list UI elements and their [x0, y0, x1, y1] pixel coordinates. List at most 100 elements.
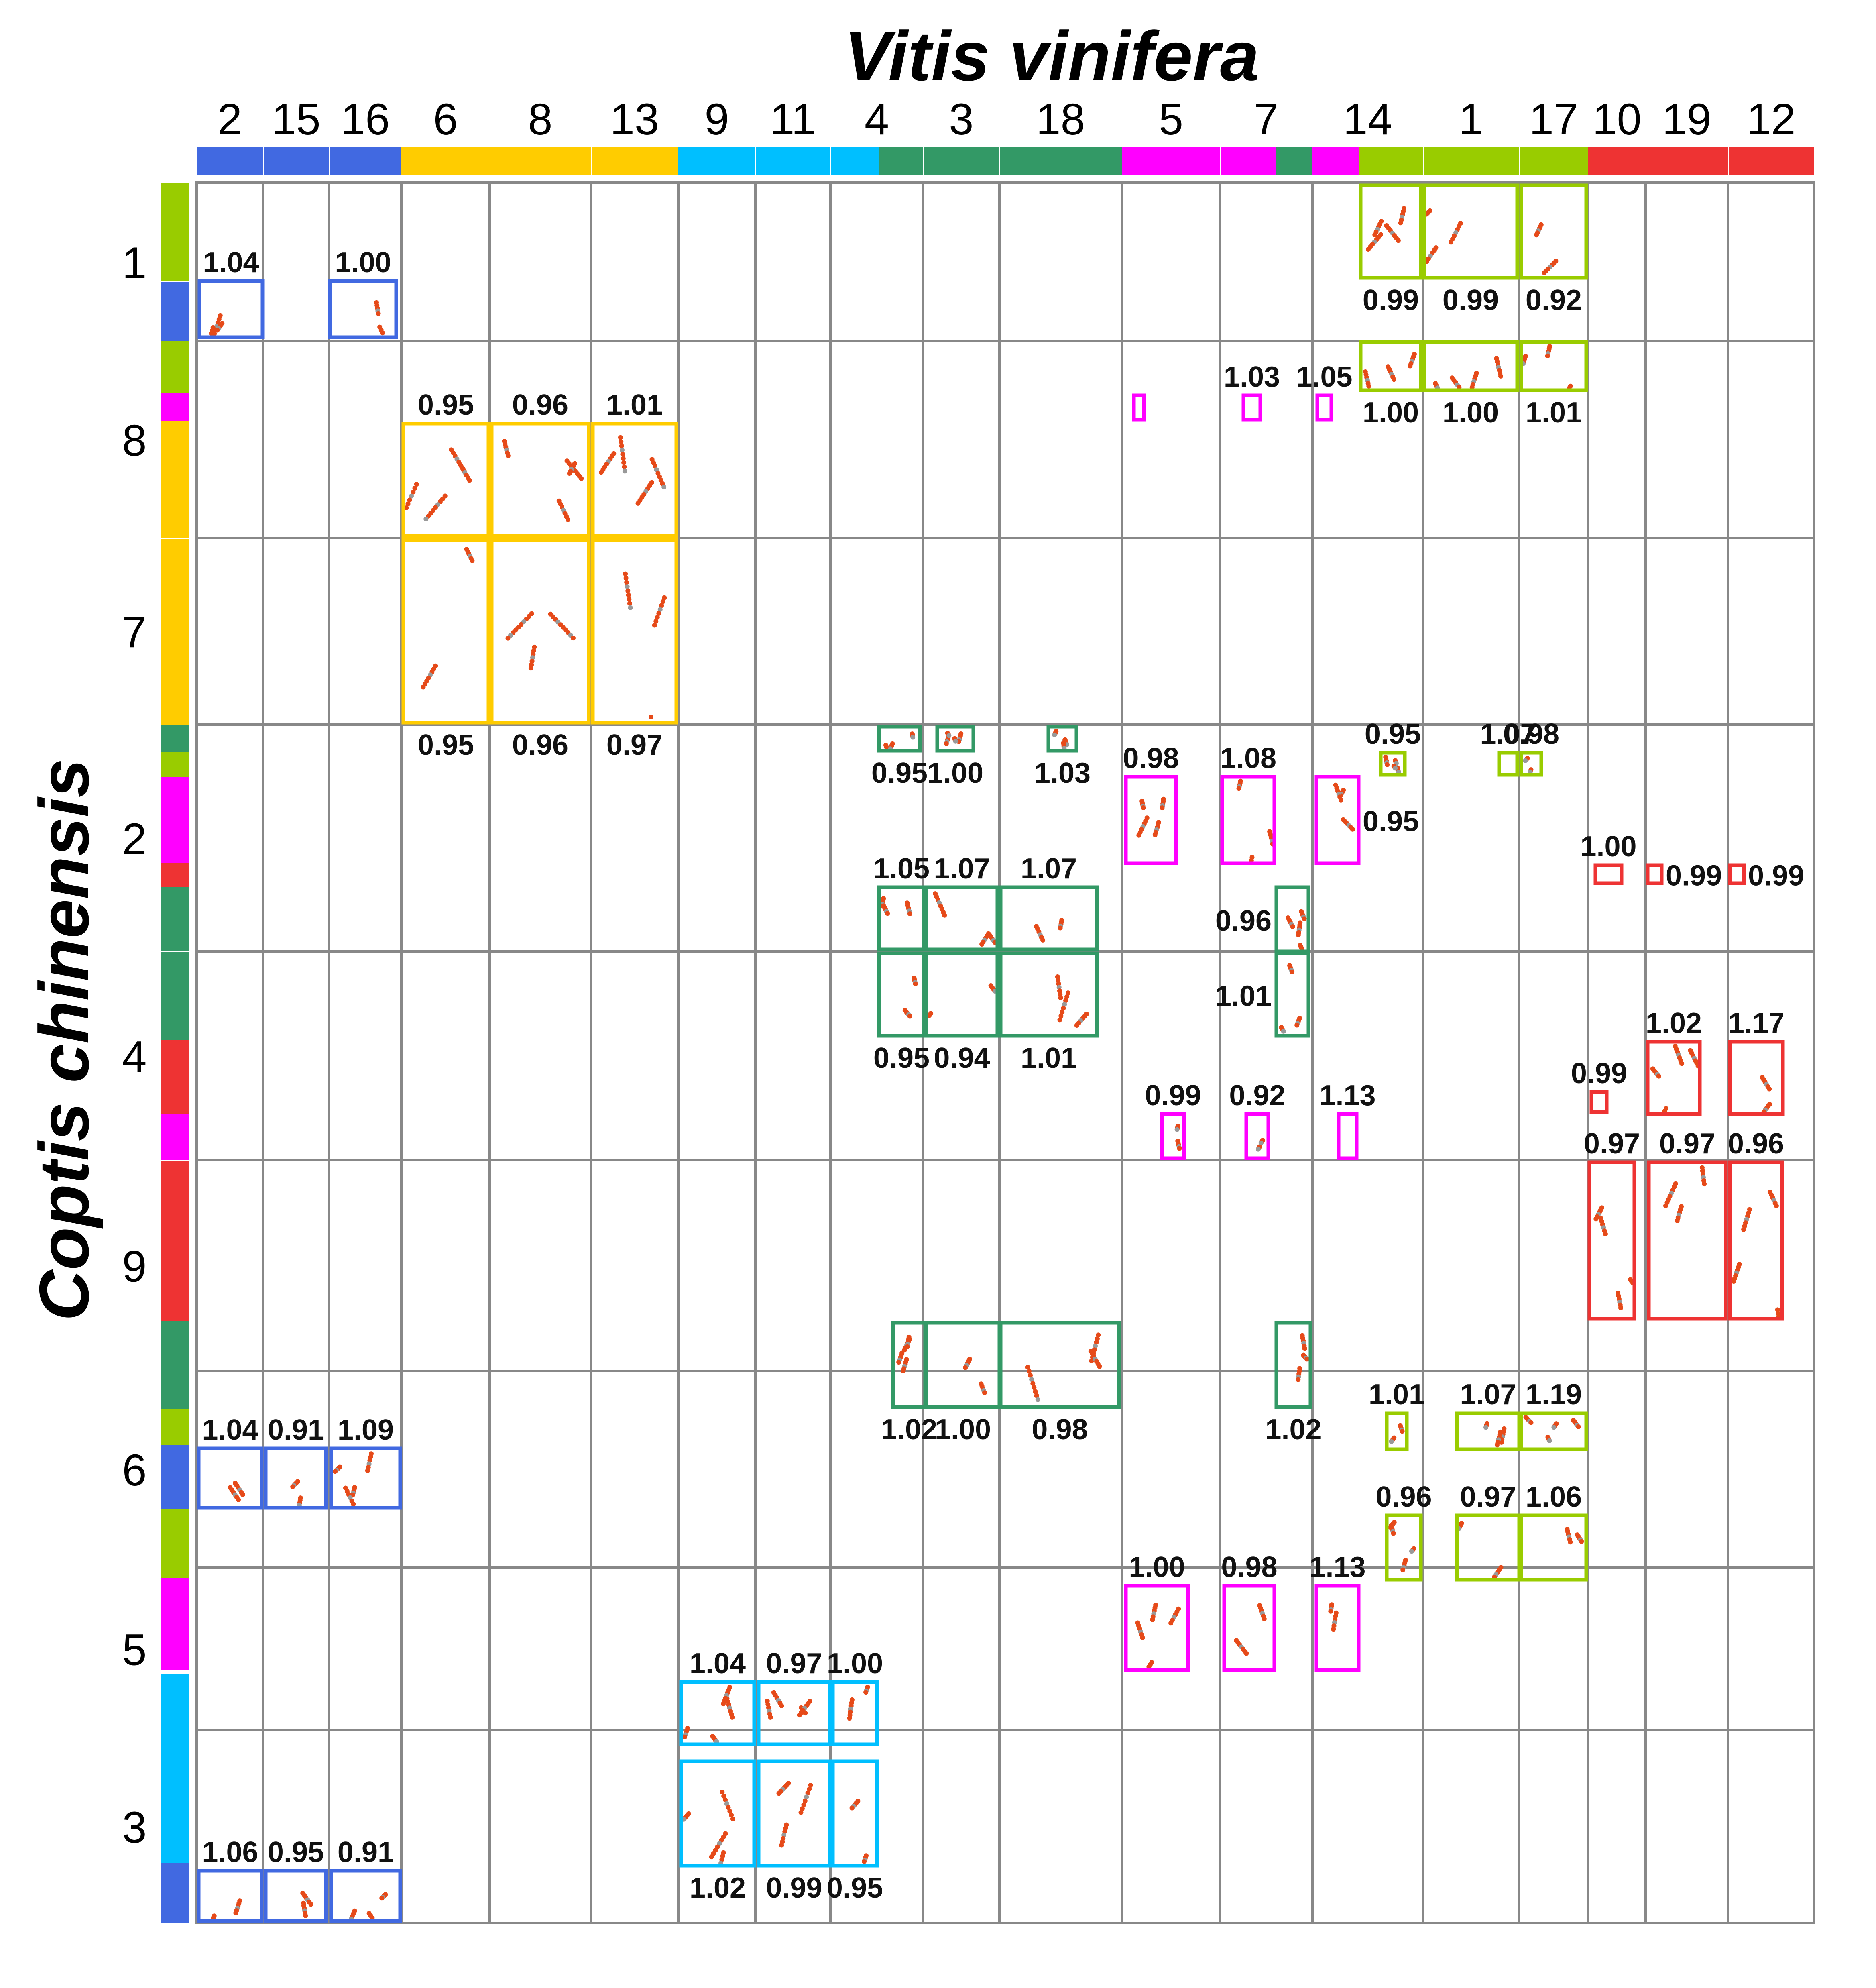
syntenic-box-7-2 [1274, 885, 1310, 953]
y-chromosome-bar [161, 863, 189, 887]
x-tick-label: 5 [1159, 95, 1183, 144]
x-chromosome-bar [1520, 147, 1588, 175]
collinearity-dot [216, 317, 222, 322]
x-tick-label: 1 [1459, 95, 1483, 144]
y-chromosome-bar [161, 1578, 189, 1670]
collinearity-dot [727, 1809, 732, 1814]
syntenic-box-18-6 [999, 1321, 1121, 1409]
y-chromosome-bar [161, 1114, 189, 1160]
ratio-label: 1.04 [203, 246, 259, 279]
collinearity-dot [1066, 990, 1070, 996]
x-tick-label: 7 [1254, 95, 1278, 144]
collinearity-dot [1061, 1006, 1066, 1011]
collinearity-dot [233, 1911, 238, 1915]
collinearity-dot [779, 1843, 784, 1848]
syntenic-box-7-4 [1244, 1112, 1270, 1160]
collinearity-dot [709, 1854, 714, 1860]
y-chromosome-bar [161, 1161, 189, 1321]
collinearity-dot [1366, 247, 1371, 252]
syntenic-box-14-5 [1385, 1513, 1423, 1582]
x-chromosome-bar [879, 147, 923, 175]
collinearity-dot [599, 470, 604, 475]
collinearity-dot [768, 1715, 773, 1720]
syntenic-box-2-3 [197, 1869, 264, 1923]
x-tick-label: 12 [1746, 95, 1795, 144]
collinearity-dot [801, 1802, 806, 1807]
syntenic-box-16-3 [329, 1869, 402, 1923]
collinearity-dot [657, 607, 663, 612]
collinearity-dot [1025, 1365, 1030, 1370]
ratio-label: 1.02 [690, 1872, 746, 1904]
x-chromosome-bar [1276, 147, 1312, 175]
ratio-label: 1.08 [1220, 742, 1276, 774]
collinearity-dot [1026, 1369, 1032, 1374]
collinearity-dot [370, 1915, 375, 1921]
collinearity-dot [409, 493, 414, 499]
collinearity-dot [1389, 1439, 1394, 1444]
syntenic-box-7-5 [1222, 1584, 1276, 1672]
syntenic-box-14-5 [1314, 1584, 1361, 1672]
collinearity-dot [1060, 1010, 1065, 1015]
collinearity-dot [1731, 1279, 1736, 1284]
collinearity-dot [1097, 1364, 1102, 1369]
x-tick-label: 11 [770, 95, 816, 144]
syntenic-box-14-6 [1385, 1411, 1409, 1451]
collinearity-dot [1035, 1397, 1040, 1402]
collinearity-dot [308, 1902, 313, 1907]
collinearity-dot [944, 741, 949, 746]
collinearity-dot [907, 1014, 912, 1019]
ratio-label: 0.96 [512, 729, 568, 761]
ratio-label: 1.00 [1129, 1551, 1185, 1583]
syntenic-box-7-4 [1274, 951, 1310, 1038]
collinearity-dot [1331, 1627, 1336, 1632]
y-chromosome-bar [161, 777, 189, 863]
ratio-label: 1.09 [338, 1414, 394, 1446]
collinearity-dot [1062, 1002, 1067, 1007]
collinearity-dot [1568, 1540, 1573, 1545]
x-tick-label: 2 [218, 95, 242, 144]
collinearity-dot [1141, 805, 1146, 810]
collinearity-dot [622, 464, 627, 469]
collinearity-dot [862, 1859, 867, 1864]
collinearity-dot [804, 1794, 809, 1800]
collinearity-dot [847, 1716, 852, 1721]
collinearity-dot [625, 588, 631, 593]
collinearity-dot [1391, 1531, 1396, 1536]
syntenic-box-17-6 [1519, 1411, 1588, 1451]
collinearity-dot [1603, 1232, 1608, 1236]
collinearity-dot [1400, 1429, 1405, 1434]
ratio-label: 0.98 [1123, 742, 1179, 774]
collinearity-dot [798, 1810, 804, 1815]
syntenic-box-19-4 [1646, 1040, 1702, 1116]
ratio-label: 1.19 [1526, 1379, 1582, 1411]
x-chromosome-bar [1122, 147, 1220, 175]
collinearity-dot [905, 1344, 910, 1349]
collinearity-dot [1551, 1425, 1557, 1430]
collinearity-dot [470, 558, 475, 563]
x-tick-label: 15 [271, 95, 320, 144]
collinearity-dot [618, 435, 623, 440]
collinearity-dot [218, 313, 223, 318]
syntenic-box-1-8 [1422, 340, 1519, 392]
collinearity-dot [1545, 353, 1550, 358]
ratio-label: 0.99 [1571, 1057, 1627, 1090]
ratio-label: 1.01 [1526, 397, 1582, 429]
collinearity-dot [571, 636, 576, 641]
collinearity-dot [1663, 1203, 1668, 1208]
x-chromosome-bar [490, 147, 591, 175]
ratio-label: 1.00 [927, 757, 983, 789]
x-chromosome-bar [1729, 147, 1814, 175]
collinearity-dot [623, 571, 628, 576]
collinearity-dot [627, 601, 632, 606]
ratio-label: 1.01 [606, 389, 663, 421]
syntenic-boxes [197, 183, 1785, 1923]
y-tick-label: 5 [122, 1625, 146, 1675]
ratio-label: 1.07 [1460, 1379, 1516, 1411]
collinearity-dot [1385, 762, 1390, 767]
x-tick-label: 10 [1592, 95, 1641, 144]
x-tick-label: 9 [704, 95, 729, 144]
collinearity-dot [1177, 1146, 1182, 1151]
x-tick-label: 14 [1343, 95, 1392, 144]
collinearity-dot [655, 615, 660, 620]
collinearity-dot [380, 330, 385, 336]
